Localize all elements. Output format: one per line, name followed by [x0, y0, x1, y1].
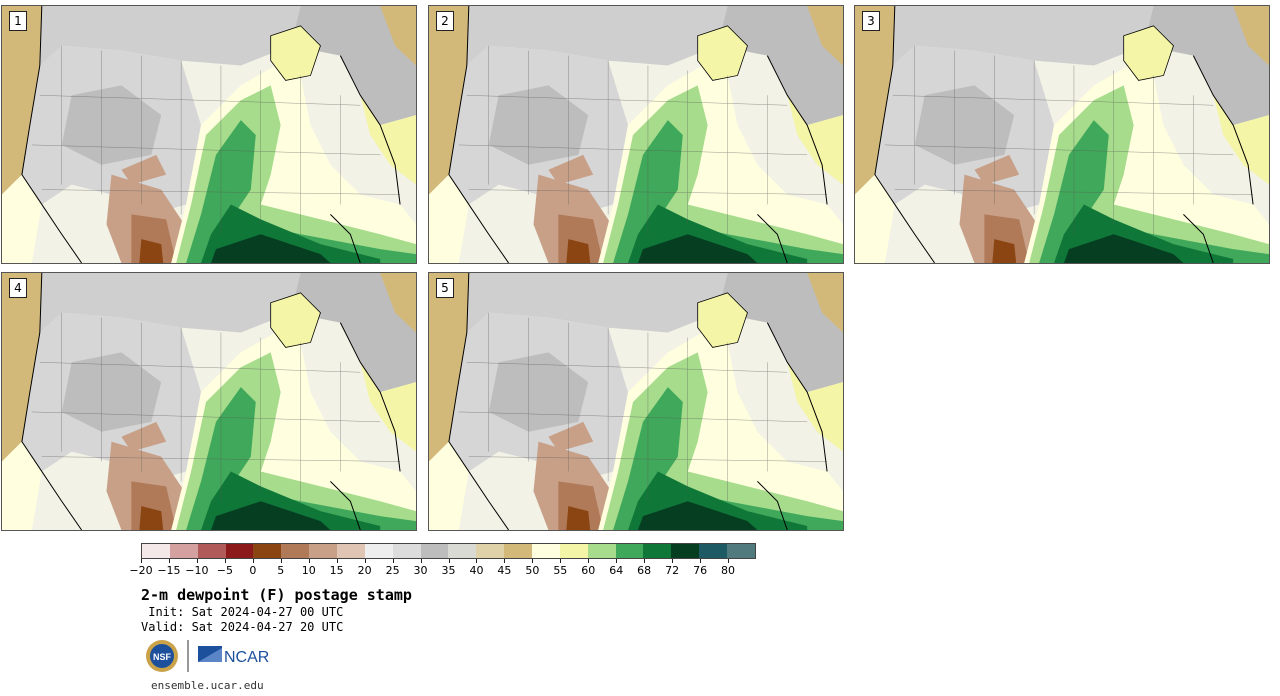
- colorbar-tick-mark: [364, 559, 366, 563]
- colorbar-tick-label: 80: [721, 564, 736, 577]
- valid-time: Valid: Sat 2024-04-27 20 UTC: [141, 620, 344, 634]
- colorbar-tick-label: −5: [216, 564, 233, 577]
- dewpoint-map: [855, 6, 1269, 263]
- init-time: Init: Sat 2024-04-27 00 UTC: [141, 605, 344, 619]
- colorbar-tick-labels: −20 −15 −10 −5 0 5 10 15 20 25 30 35 40 45 50 55 60 64 68 7…: [129, 559, 756, 579]
- member-number-label: 2: [436, 11, 454, 31]
- colorbar-swatch: [643, 544, 672, 558]
- colorbar-swatch: [671, 544, 700, 558]
- postage-stamp-map-4[interactable]: 4: [1, 272, 417, 531]
- colorbar-tick-label: 5: [277, 564, 285, 577]
- colorbar-tick-mark: [672, 559, 674, 563]
- colorbar-tick-mark: [616, 559, 618, 563]
- dewpoint-map: [429, 6, 843, 263]
- colorbar-tick-mark: [336, 559, 338, 563]
- postage-stamp-map-3[interactable]: 3: [854, 5, 1270, 264]
- colorbar-tick-label: 40: [469, 564, 484, 577]
- colorbar-tick-mark: [308, 559, 310, 563]
- colorbar-swatch: [476, 544, 505, 558]
- colorbar-swatch: [727, 544, 755, 558]
- dewpoint-colorbar: [141, 543, 756, 559]
- colorbar-tick-mark: [448, 559, 450, 563]
- colorbar-swatch: [225, 544, 254, 558]
- colorbar-tick-mark: [588, 559, 590, 563]
- nsf-logo-text: NSF: [153, 652, 172, 662]
- colorbar-tick-label: 30: [413, 564, 428, 577]
- colorbar-swatch: [253, 544, 282, 558]
- colorbar-tick-label: 72: [665, 564, 680, 577]
- colorbar-tick-label: 35: [441, 564, 456, 577]
- colorbar-tick-mark: [700, 559, 702, 563]
- dewpoint-map: [429, 273, 843, 530]
- colorbar-swatch: [587, 544, 616, 558]
- postage-stamp-map-1[interactable]: 1: [1, 5, 417, 264]
- ncar-logo-text: NCAR: [224, 649, 269, 666]
- postage-stamp-map-2[interactable]: 2: [428, 5, 844, 264]
- colorbar-tick-label: 20: [357, 564, 372, 577]
- colorbar-tick-mark: [476, 559, 478, 563]
- colorbar-tick-mark: [224, 559, 226, 563]
- colorbar-swatch: [309, 544, 338, 558]
- colorbar-swatch: [699, 544, 728, 558]
- colorbar-tick-label: 25: [385, 564, 400, 577]
- colorbar-swatch: [169, 544, 198, 558]
- colorbar-tick-label: −15: [157, 564, 181, 577]
- colorbar-tick-mark: [141, 559, 142, 563]
- colorbar-tick-label: 68: [637, 564, 652, 577]
- colorbar-tick-mark: [504, 559, 506, 563]
- colorbar-swatch: [559, 544, 588, 558]
- colorbar-tick-mark: [532, 559, 534, 563]
- chart-title: 2-m dewpoint (F) postage stamp: [141, 586, 412, 604]
- ncar-logo: NCAR: [198, 646, 269, 666]
- dewpoint-map: [2, 6, 416, 263]
- colorbar-tick-mark: [560, 559, 562, 563]
- member-number-label: 5: [436, 278, 454, 298]
- colorbar-tick-label: 76: [693, 564, 708, 577]
- member-number-label: 4: [9, 278, 27, 298]
- colorbar-swatch: [448, 544, 477, 558]
- colorbar-tick-mark: [280, 559, 282, 563]
- colorbar-tick-mark: [168, 559, 170, 563]
- colorbar-swatch: [504, 544, 533, 558]
- colorbar-swatch: [532, 544, 560, 558]
- colorbar-tick-label: 60: [581, 564, 596, 577]
- colorbar-tick-mark: [392, 559, 394, 563]
- site-url: ensemble.ucar.edu: [151, 679, 264, 692]
- colorbar-tick-mark: [196, 559, 198, 563]
- colorbar-tick-mark: [728, 559, 730, 563]
- sponsor-logos: NSF NCAR: [146, 640, 269, 672]
- colorbar-tick-label: 55: [553, 564, 568, 577]
- colorbar-tick-mark: [252, 559, 254, 563]
- postage-stamp-map-5[interactable]: 5: [428, 272, 844, 531]
- colorbar-tick-label: 50: [525, 564, 540, 577]
- colorbar-tick-label: −10: [185, 564, 209, 577]
- colorbar-tick-label: 45: [497, 564, 512, 577]
- member-number-label: 1: [9, 11, 27, 31]
- colorbar-tick-label: 10: [301, 564, 316, 577]
- colorbar-tick-label: 0: [249, 564, 257, 577]
- colorbar-swatch: [420, 544, 449, 558]
- colorbar-tick-label: 64: [609, 564, 624, 577]
- member-number-label: 3: [862, 11, 880, 31]
- nsf-logo: NSF: [146, 640, 178, 672]
- colorbar-tick-mark: [420, 559, 422, 563]
- dewpoint-map: [2, 273, 416, 530]
- colorbar-swatch: [281, 544, 310, 558]
- colorbar-swatch: [142, 544, 170, 558]
- colorbar-swatch: [337, 544, 365, 558]
- colorbar-swatch: [615, 544, 644, 558]
- colorbar-swatch: [197, 544, 226, 558]
- colorbar-tick-label: 15: [329, 564, 344, 577]
- colorbar-swatch: [364, 544, 393, 558]
- colorbar-tick-label: −20: [129, 564, 153, 577]
- colorbar-tick-mark: [644, 559, 646, 563]
- colorbar-swatch: [392, 544, 421, 558]
